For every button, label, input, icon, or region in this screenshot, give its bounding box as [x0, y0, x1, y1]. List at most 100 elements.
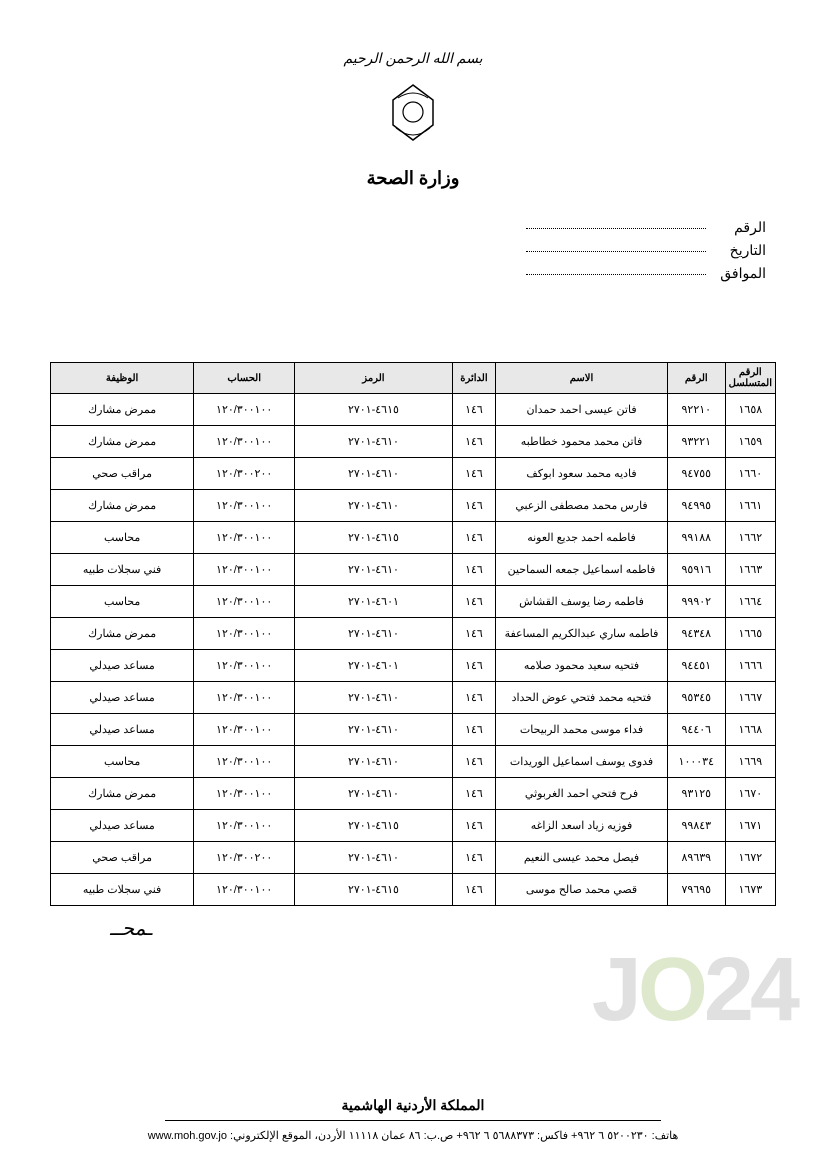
cell-code: ٤٦١٠-٢٧٠١ [295, 554, 453, 586]
cell-code: ٤٦١٠-٢٧٠١ [295, 714, 453, 746]
cell-id: ٩٩١٨٨ [667, 522, 725, 554]
cell-seq: ١٦٦١ [725, 490, 775, 522]
cell-dept: ١٤٦ [452, 490, 495, 522]
cell-name: فاتن عيسى احمد حمدان [496, 394, 668, 426]
cell-acct: ١٢٠/٣٠٠١٠٠ [194, 618, 295, 650]
cell-id: ٩٤٤٥١ [667, 650, 725, 682]
cell-dept: ١٤٦ [452, 586, 495, 618]
cell-code: ٤٦١٠-٢٧٠١ [295, 426, 453, 458]
cell-dept: ١٤٦ [452, 842, 495, 874]
table-row: ١٦٥٨٩٢٢١٠فاتن عيسى احمد حمدان١٤٦٤٦١٥-٢٧٠… [51, 394, 776, 426]
page-footer: المملكة الأردنية الهاشمية هاتف: ٥٢٠٠٢٣٠ … [0, 1097, 826, 1142]
cell-seq: ١٦٧٢ [725, 842, 775, 874]
cell-job: ممرض مشارك [51, 490, 194, 522]
cell-acct: ١٢٠/٣٠٠١٠٠ [194, 810, 295, 842]
ministry-title: وزارة الصحة [50, 168, 776, 189]
cell-job: مساعد صيدلي [51, 810, 194, 842]
cell-acct: ١٢٠/٣٠٠١٠٠ [194, 394, 295, 426]
cell-code: ٤٦١٥-٢٧٠١ [295, 394, 453, 426]
basmala-text: بسم الله الرحمن الرحيم [50, 50, 776, 67]
cell-dept: ١٤٦ [452, 874, 495, 906]
cell-dept: ١٤٦ [452, 650, 495, 682]
cell-acct: ١٢٠/٣٠٠١٠٠ [194, 586, 295, 618]
cell-id: ٨٩٦٣٩ [667, 842, 725, 874]
cell-dept: ١٤٦ [452, 682, 495, 714]
cell-acct: ١٢٠/٣٠٠١٠٠ [194, 778, 295, 810]
cell-name: فاتن محمد محمود خطاطبه [496, 426, 668, 458]
table-row: ١٦٧٢٨٩٦٣٩فيصل محمد عيسى النعيم١٤٦٤٦١٠-٢٧… [51, 842, 776, 874]
cell-dept: ١٤٦ [452, 522, 495, 554]
employee-table: الرقم المتسلسل الرقم الاسم الدائرة الرمز… [50, 362, 776, 906]
cell-seq: ١٦٦٠ [725, 458, 775, 490]
cell-acct: ١٢٠/٣٠٠١٠٠ [194, 490, 295, 522]
cell-acct: ١٢٠/٣٠٠١٠٠ [194, 714, 295, 746]
cell-name: فدوى يوسف اسماعيل الوريدات [496, 746, 668, 778]
cell-id: ٩٣٢٢١ [667, 426, 725, 458]
page: بسم الله الرحمن الرحيم وزارة الصحة الرقم… [0, 0, 826, 1172]
cell-dept: ١٤٦ [452, 714, 495, 746]
col-dept-header: الدائرة [452, 363, 495, 394]
cell-seq: ١٦٧١ [725, 810, 775, 842]
cell-name: فاطمه اسماعيل جمعه السماحين [496, 554, 668, 586]
table-row: ١٦٧٣٧٩٦٩٥قصي محمد صالح موسى١٤٦٤٦١٥-٢٧٠١١… [51, 874, 776, 906]
cell-job: ممرض مشارك [51, 618, 194, 650]
table-row: ١٦٦٦٩٤٤٥١فتحيه سعيد محمود صلامه١٤٦٤٦٠١-٢… [51, 650, 776, 682]
cell-acct: ١٢٠/٣٠٠٢٠٠ [194, 458, 295, 490]
cell-dept: ١٤٦ [452, 458, 495, 490]
footer-contact: هاتف: ٥٢٠٠٢٣٠ ٦ ٩٦٢+ فاكس: ٥٦٨٨٣٧٣ ٦ ٩٦٢… [0, 1129, 826, 1142]
table-row: ١٦٦٨٩٤٤٠٦فداء موسى محمد الربيحات١٤٦٤٦١٠-… [51, 714, 776, 746]
footer-divider [165, 1120, 661, 1121]
cell-name: فاديه محمد سعود ابوكف [496, 458, 668, 490]
meta-number-label: الرقم [716, 219, 766, 236]
table-body: ١٦٥٨٩٢٢١٠فاتن عيسى احمد حمدان١٤٦٤٦١٥-٢٧٠… [51, 394, 776, 906]
cell-name: فاطمه رضا يوسف القشاش [496, 586, 668, 618]
cell-acct: ١٢٠/٣٠٠١٠٠ [194, 554, 295, 586]
cell-code: ٤٦١٠-٢٧٠١ [295, 618, 453, 650]
cell-seq: ١٦٧٣ [725, 874, 775, 906]
cell-name: فاطمه احمد جديع العونه [496, 522, 668, 554]
cell-job: محاسب [51, 746, 194, 778]
cell-dept: ١٤٦ [452, 554, 495, 586]
cell-seq: ١٦٦٢ [725, 522, 775, 554]
cell-seq: ١٦٦٨ [725, 714, 775, 746]
cell-dept: ١٤٦ [452, 618, 495, 650]
table-header-row: الرقم المتسلسل الرقم الاسم الدائرة الرمز… [51, 363, 776, 394]
cell-acct: ١٢٠/٣٠٠١٠٠ [194, 426, 295, 458]
table-row: ١٦٥٩٩٣٢٢١فاتن محمد محمود خطاطبه١٤٦٤٦١٠-٢… [51, 426, 776, 458]
cell-id: ٩٤٣٤٨ [667, 618, 725, 650]
cell-job: فني سجلات طبيه [51, 554, 194, 586]
cell-name: فتحيه محمد فتحي عوض الحداد [496, 682, 668, 714]
cell-code: ٤٦١٠-٢٧٠١ [295, 842, 453, 874]
table-row: ١٦٦٣٩٥٩١٦فاطمه اسماعيل جمعه السماحين١٤٦٤… [51, 554, 776, 586]
cell-dept: ١٤٦ [452, 746, 495, 778]
cell-id: ٩٤٩٩٥ [667, 490, 725, 522]
cell-code: ٤٦٠١-٢٧٠١ [295, 586, 453, 618]
cell-name: فاطمه ساري عبدالكريم المساعفة [496, 618, 668, 650]
cell-acct: ١٢٠/٣٠٠١٠٠ [194, 874, 295, 906]
cell-id: ٧٩٦٩٥ [667, 874, 725, 906]
col-seq-header: الرقم المتسلسل [725, 363, 775, 394]
cell-seq: ١٦٦٥ [725, 618, 775, 650]
cell-seq: ١٦٥٨ [725, 394, 775, 426]
cell-acct: ١٢٠/٣٠٠١٠٠ [194, 682, 295, 714]
table-row: ١٦٦٥٩٤٣٤٨فاطمه ساري عبدالكريم المساعفة١٤… [51, 618, 776, 650]
cell-seq: ١٦٦٦ [725, 650, 775, 682]
col-job-header: الوظيفة [51, 363, 194, 394]
footer-kingdom: المملكة الأردنية الهاشمية [0, 1097, 826, 1114]
col-code-header: الرمز [295, 363, 453, 394]
footer-url: www.moh.gov.jo [148, 1130, 227, 1142]
meta-number-value [526, 228, 706, 229]
cell-id: ٩٩٨٤٣ [667, 810, 725, 842]
letterhead: بسم الله الرحمن الرحيم وزارة الصحة [50, 50, 776, 189]
cell-job: مساعد صيدلي [51, 714, 194, 746]
cell-code: ٤٦١٠-٢٧٠١ [295, 682, 453, 714]
cell-id: ٩٤٧٥٥ [667, 458, 725, 490]
cell-code: ٤٦١٥-٢٧٠١ [295, 810, 453, 842]
table-row: ١٦٦٧٩٥٣٤٥فتحيه محمد فتحي عوض الحداد١٤٦٤٦… [51, 682, 776, 714]
cell-seq: ١٦٧٠ [725, 778, 775, 810]
col-name-header: الاسم [496, 363, 668, 394]
table-row: ١٦٧١٩٩٨٤٣فوزيه زياد اسعد الزاغه١٤٦٤٦١٥-٢… [51, 810, 776, 842]
cell-acct: ١٢٠/٣٠٠١٠٠ [194, 746, 295, 778]
cell-code: ٤٦١٥-٢٧٠١ [295, 874, 453, 906]
table-row: ١٦٦٤٩٩٩٠٢فاطمه رضا يوسف القشاش١٤٦٤٦٠١-٢٧… [51, 586, 776, 618]
